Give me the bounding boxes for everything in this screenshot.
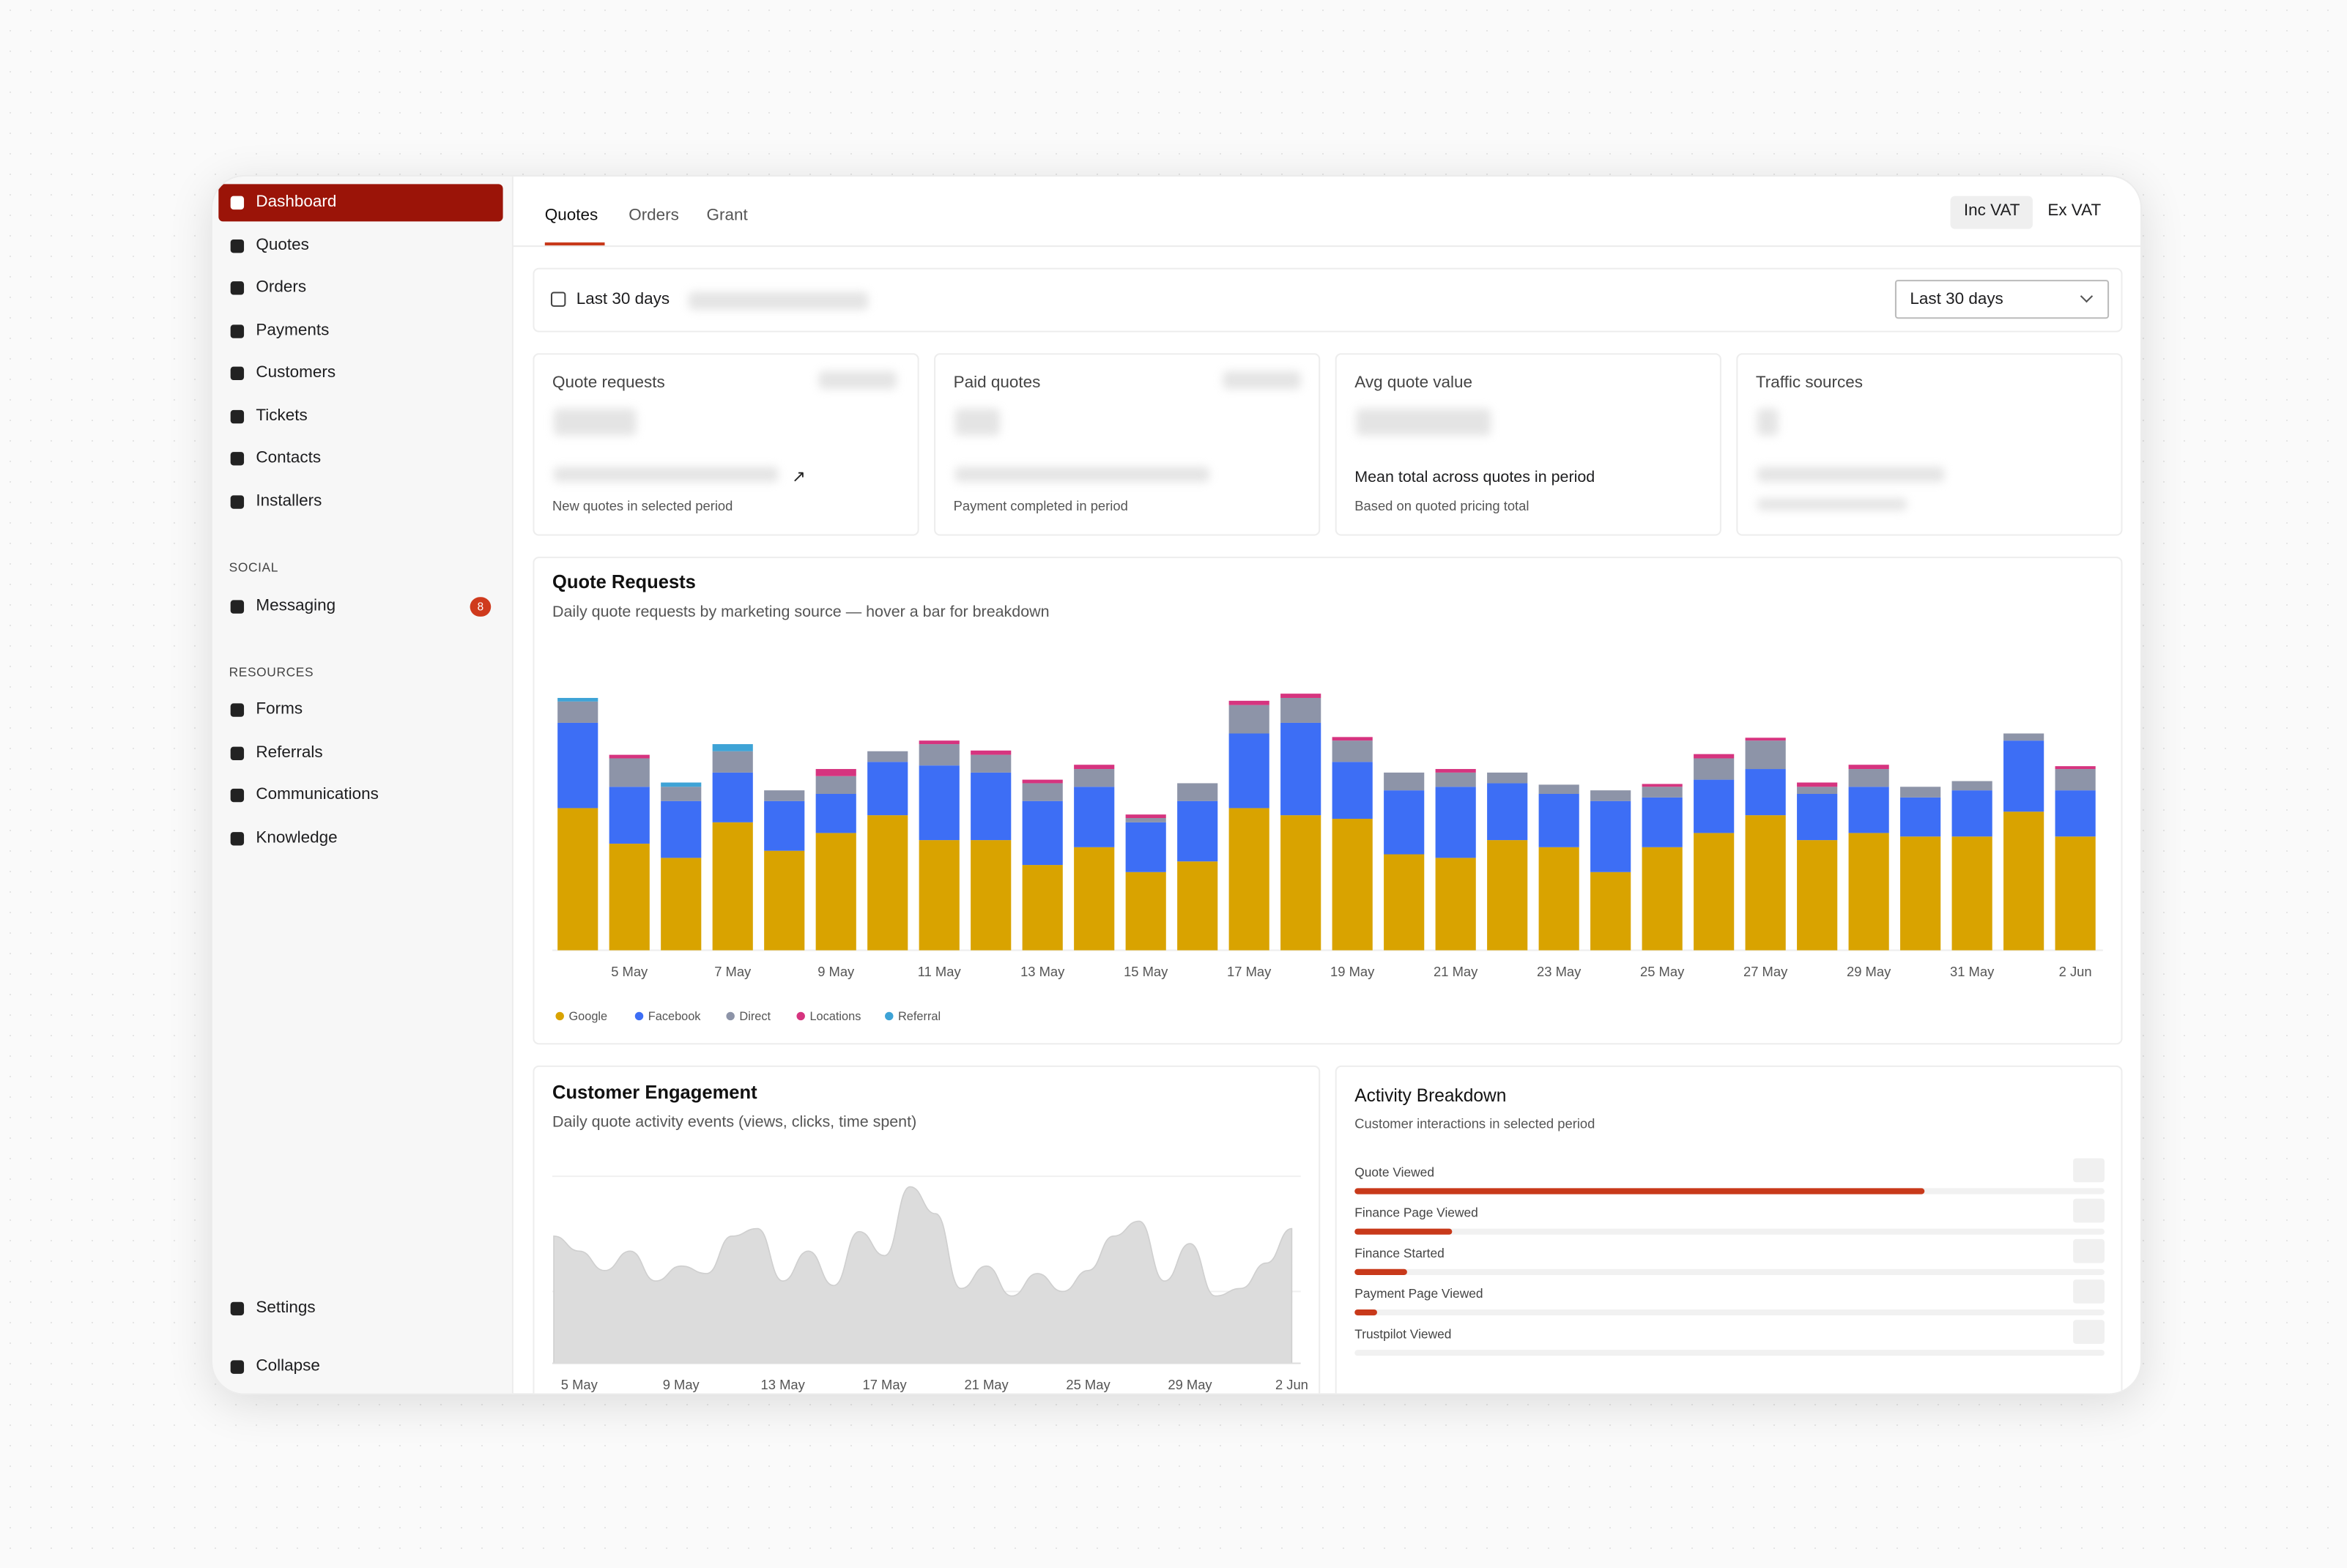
nav-label: Payments xyxy=(256,322,330,340)
card-caption: Payment completed in period xyxy=(953,498,1128,513)
blurred-value xyxy=(554,467,779,482)
nav-item[interactable]: Collapse xyxy=(218,1348,503,1386)
nav-label: Quotes xyxy=(256,236,309,255)
section-heading: RESOURCES xyxy=(229,664,314,680)
nav-item[interactable]: Tickets xyxy=(218,398,503,436)
card-title: Quote requests xyxy=(552,374,665,393)
nav-icon xyxy=(230,196,245,210)
card-caption: New quotes in selected period xyxy=(552,498,733,513)
chart-title: Quote Requests xyxy=(552,571,696,593)
nav-item[interactable]: Quotes xyxy=(218,228,503,265)
blurred-value xyxy=(1757,467,1945,482)
tab-bar-border xyxy=(513,245,2141,248)
tab[interactable]: Grant xyxy=(706,206,748,225)
nav-label: Tickets xyxy=(256,406,308,426)
date-range: Last 30 days xyxy=(576,290,670,308)
nav-label: Orders xyxy=(256,278,307,297)
nav-label: Messaging xyxy=(256,597,336,615)
app-window: Dashboard Quotes Orders Payments Customers Ti… xyxy=(211,175,2143,1395)
nav-icon xyxy=(230,600,245,614)
badge: 8 xyxy=(470,597,492,617)
nav-icon xyxy=(230,1360,245,1374)
nav-label: Installers xyxy=(256,492,322,510)
chart-panel xyxy=(1335,1065,2123,1394)
calendar-icon xyxy=(550,291,566,307)
nav-icon xyxy=(230,1301,245,1316)
blurred-value xyxy=(1757,408,1779,436)
nav-icon xyxy=(230,831,245,846)
nav-label: Settings xyxy=(256,1298,316,1318)
blurred-value xyxy=(554,408,637,436)
blurred-value xyxy=(818,371,897,390)
nav-item[interactable]: Installers xyxy=(218,483,503,521)
blurred-value xyxy=(1757,498,1907,510)
nav-icon xyxy=(230,789,245,803)
card-caption: Based on quoted pricing total xyxy=(1354,498,1530,513)
blurred-value xyxy=(954,467,1210,482)
chart-title: Activity Breakdown xyxy=(1354,1085,1507,1107)
section-heading: SOCIAL xyxy=(229,560,279,575)
nav-item[interactable]: Forms xyxy=(218,691,503,729)
tab-underline xyxy=(544,242,605,246)
nav-icon xyxy=(230,409,245,424)
nav-label: Forms xyxy=(256,700,303,718)
nav-item[interactable]: Orders xyxy=(218,270,503,307)
chart-subtitle: Customer interactions in selected period xyxy=(1354,1116,1595,1132)
nav-label: Dashboard xyxy=(256,193,337,212)
vat-toggle[interactable]: Ex VAT xyxy=(2047,201,2102,220)
blurred-value xyxy=(1223,371,1301,390)
blurred-value xyxy=(954,408,1000,436)
chart-panel xyxy=(533,557,2123,1045)
nav-item[interactable]: Communications xyxy=(218,777,503,814)
card-title: Traffic sources xyxy=(1755,374,1864,393)
tab[interactable]: Quotes xyxy=(544,206,598,225)
nav-icon xyxy=(230,366,245,381)
nav-item[interactable]: Settings xyxy=(218,1290,503,1327)
sidebar: Dashboard Quotes Orders Payments Customers Ti… xyxy=(212,177,513,1394)
vat-active-bg xyxy=(1950,196,2033,229)
trend-icon: ↗ xyxy=(791,468,806,487)
card-note: Mean total across quotes in period xyxy=(1354,468,1595,487)
nav-icon xyxy=(230,452,245,466)
tab[interactable]: Orders xyxy=(629,206,679,225)
card-title: Avg quote value xyxy=(1354,374,1473,393)
nav-item[interactable]: Customers xyxy=(218,354,503,392)
nav-item[interactable]: Contacts xyxy=(218,440,503,478)
nav-icon xyxy=(230,239,245,253)
chart-subtitle: Daily quote requests by marketing source… xyxy=(552,603,1050,621)
date-select[interactable] xyxy=(1894,280,2110,319)
nav-icon xyxy=(230,324,245,338)
vat-toggle[interactable]: Inc VAT xyxy=(1963,201,2020,220)
nav-label: Communications xyxy=(256,786,379,804)
blurred-value xyxy=(688,291,869,310)
nav-icon xyxy=(230,746,245,760)
nav-icon xyxy=(230,281,245,295)
nav-label: Customers xyxy=(256,363,336,382)
nav-label: Collapse xyxy=(256,1357,320,1375)
blurred-value xyxy=(1356,408,1491,436)
card xyxy=(1335,353,1721,536)
nav-icon xyxy=(230,495,245,509)
nav-label: Contacts xyxy=(256,449,322,467)
nav-item[interactable]: Referrals xyxy=(218,734,503,771)
nav-label: Referrals xyxy=(256,743,323,762)
chart-title: Customer Engagement xyxy=(552,1082,757,1103)
nav-item[interactable]: Messaging 8 xyxy=(218,588,503,625)
date-select-label: Last 30 days xyxy=(1910,290,2003,308)
nav-item[interactable]: Knowledge xyxy=(218,820,503,857)
chart-subtitle: Daily quote activity events (views, clic… xyxy=(552,1113,917,1132)
nav-item[interactable]: Payments xyxy=(218,313,503,350)
nav-icon xyxy=(230,703,245,717)
nav-label: Knowledge xyxy=(256,828,338,847)
nav-item[interactable]: Dashboard xyxy=(218,184,503,222)
card-title: Paid quotes xyxy=(953,374,1041,393)
